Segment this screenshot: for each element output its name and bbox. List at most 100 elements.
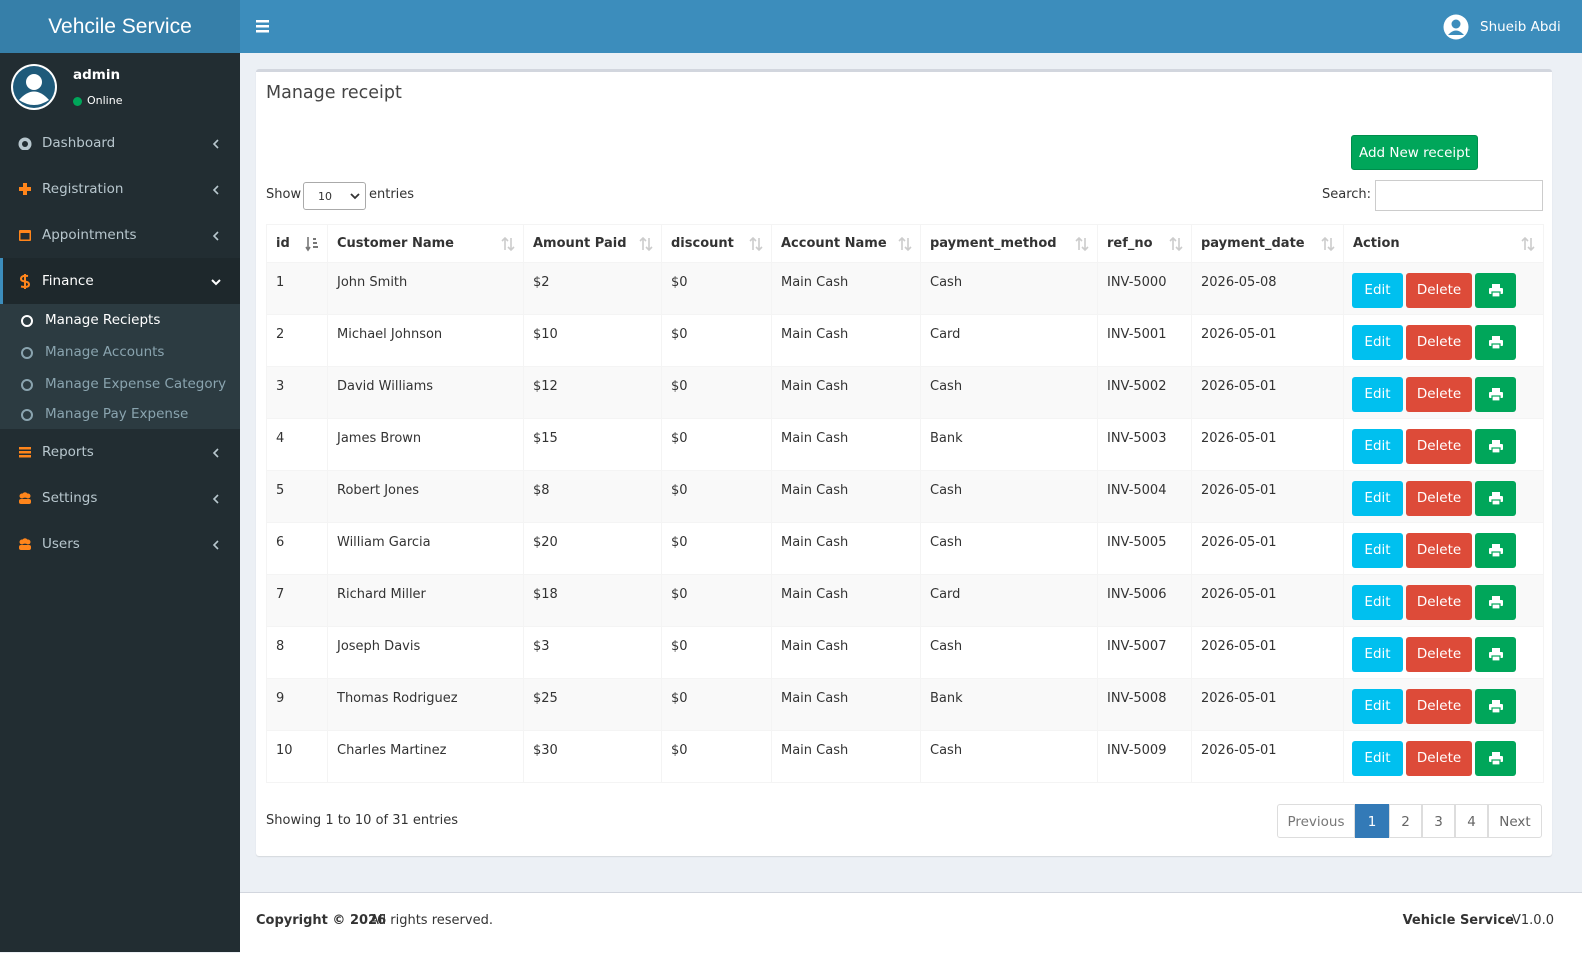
page-button[interactable]: Next bbox=[1488, 804, 1542, 838]
cell: $0 bbox=[661, 730, 772, 783]
cell: $18 bbox=[523, 574, 662, 627]
print-button[interactable] bbox=[1475, 377, 1516, 412]
submenu-item[interactable]: Manage Pay Expense bbox=[0, 399, 240, 430]
delete-button[interactable]: Delete bbox=[1406, 585, 1472, 620]
column-header[interactable]: payment_method bbox=[920, 224, 1098, 263]
menu-item[interactable]: Dashboard bbox=[0, 120, 240, 166]
edit-button[interactable]: Edit bbox=[1352, 585, 1403, 620]
action-cell: Edit Delete bbox=[1343, 470, 1544, 523]
menu-label: Reports bbox=[42, 444, 94, 460]
print-button[interactable] bbox=[1475, 325, 1516, 360]
delete-button[interactable]: Delete bbox=[1406, 273, 1472, 308]
cell: Richard Miller bbox=[327, 574, 524, 627]
column-header[interactable]: Action bbox=[1343, 224, 1544, 263]
search-input[interactable] bbox=[1375, 180, 1543, 211]
delete-button[interactable]: Delete bbox=[1406, 429, 1472, 464]
delete-button[interactable]: Delete bbox=[1406, 325, 1472, 360]
cell: $0 bbox=[661, 626, 772, 679]
column-header[interactable]: Amount Paid bbox=[523, 224, 662, 263]
add-button[interactable]: Add New receipt bbox=[1351, 135, 1478, 170]
page-button[interactable]: 2 bbox=[1389, 804, 1422, 838]
cell: INV-5003 bbox=[1097, 418, 1192, 471]
submenu-item[interactable]: Manage Accounts bbox=[0, 337, 240, 368]
page-size-select[interactable]: 10 bbox=[303, 182, 366, 210]
icon bbox=[1489, 752, 1503, 765]
menu-item[interactable]: Appointments bbox=[0, 212, 240, 258]
cell: INV-5009 bbox=[1097, 730, 1192, 783]
submenu-label: Manage Accounts bbox=[45, 344, 165, 360]
page-button[interactable]: 3 bbox=[1422, 804, 1455, 838]
print-button[interactable] bbox=[1475, 689, 1516, 724]
cell: Cash bbox=[920, 262, 1098, 315]
page-button[interactable]: 1 bbox=[1355, 804, 1389, 838]
edit-button[interactable]: Edit bbox=[1352, 533, 1403, 568]
cell: Main Cash bbox=[771, 418, 921, 471]
cell: 4 bbox=[266, 418, 328, 471]
icon bbox=[19, 230, 31, 241]
column-label: id bbox=[276, 236, 290, 251]
cell: $2 bbox=[523, 262, 662, 315]
print-button[interactable] bbox=[1475, 741, 1516, 776]
menu-item[interactable]: Finance bbox=[0, 258, 240, 304]
delete-button[interactable]: Delete bbox=[1406, 377, 1472, 412]
edit-button[interactable]: Edit bbox=[1352, 325, 1403, 360]
menu-item[interactable]: Settings bbox=[0, 475, 240, 521]
user-name[interactable]: Shueib Abdi bbox=[1480, 19, 1561, 35]
page-button[interactable]: 4 bbox=[1455, 804, 1488, 838]
edit-button[interactable]: Edit bbox=[1352, 689, 1403, 724]
edit-button[interactable]: Edit bbox=[1352, 429, 1403, 464]
header-row: id Customer Name Amount Paid discount Accoun… bbox=[266, 224, 1544, 263]
print-button[interactable] bbox=[1475, 637, 1516, 672]
cell: 5 bbox=[266, 470, 328, 523]
column-header[interactable]: discount bbox=[661, 224, 772, 263]
icon bbox=[350, 193, 360, 200]
delete-button[interactable]: Delete bbox=[1406, 741, 1472, 776]
icon bbox=[19, 183, 31, 195]
delete-button[interactable]: Delete bbox=[1406, 637, 1472, 672]
table-row: 5 Robert Jones $8 $0 Main Cash Cash INV-5004 20… bbox=[266, 470, 1544, 523]
footer: Copyright © 2026 All rights reserved. Vehi… bbox=[240, 892, 1582, 953]
rights: All rights reserved. bbox=[370, 913, 493, 928]
delete-button[interactable]: Delete bbox=[1406, 689, 1472, 724]
navbar: Shueib Abdi bbox=[240, 0, 1582, 53]
sort-icon bbox=[1321, 236, 1335, 252]
column-header[interactable]: payment_date bbox=[1191, 224, 1344, 263]
menu-item[interactable]: Registration bbox=[0, 166, 240, 212]
column-header[interactable]: Account Name bbox=[771, 224, 921, 263]
table-info: Showing 1 to 10 of 31 entries bbox=[266, 813, 458, 828]
brand-logo[interactable]: Vehcile Service bbox=[0, 0, 240, 53]
table-row: 8 Joseph Davis $3 $0 Main Cash Cash INV-5007 20… bbox=[266, 626, 1544, 679]
action-cell: Edit Delete bbox=[1343, 314, 1544, 367]
action-cell: Edit Delete bbox=[1343, 262, 1544, 315]
page-button[interactable]: Previous bbox=[1277, 804, 1355, 838]
cell: $0 bbox=[661, 574, 772, 627]
print-button[interactable] bbox=[1475, 273, 1516, 308]
column-header[interactable]: Customer Name bbox=[327, 224, 524, 263]
cell: $0 bbox=[661, 470, 772, 523]
edit-button[interactable]: Edit bbox=[1352, 273, 1403, 308]
menu-item[interactable]: Users bbox=[0, 521, 240, 567]
column-header[interactable]: id bbox=[266, 224, 328, 263]
print-button[interactable] bbox=[1475, 585, 1516, 620]
menu-label: Dashboard bbox=[42, 135, 116, 151]
delete-button[interactable]: Delete bbox=[1406, 533, 1472, 568]
submenu-item[interactable]: Manage Reciepts bbox=[0, 305, 240, 336]
status: Online bbox=[87, 94, 123, 107]
edit-button[interactable]: Edit bbox=[1352, 741, 1403, 776]
print-button[interactable] bbox=[1475, 481, 1516, 516]
submenu-item[interactable]: Manage Expense Category bbox=[0, 369, 240, 400]
icon bbox=[1489, 388, 1503, 401]
edit-button[interactable]: Edit bbox=[1352, 377, 1403, 412]
edit-button[interactable]: Edit bbox=[1352, 637, 1403, 672]
cell: $30 bbox=[523, 730, 662, 783]
column-header[interactable]: ref_no bbox=[1097, 224, 1192, 263]
cell: $3 bbox=[523, 626, 662, 679]
sort-icon bbox=[1169, 236, 1183, 252]
print-button[interactable] bbox=[1475, 533, 1516, 568]
delete-button[interactable]: Delete bbox=[1406, 481, 1472, 516]
menu-item[interactable]: Reports bbox=[0, 429, 240, 475]
print-button[interactable] bbox=[1475, 429, 1516, 464]
cell: Main Cash bbox=[771, 262, 921, 315]
edit-button[interactable]: Edit bbox=[1352, 481, 1403, 516]
